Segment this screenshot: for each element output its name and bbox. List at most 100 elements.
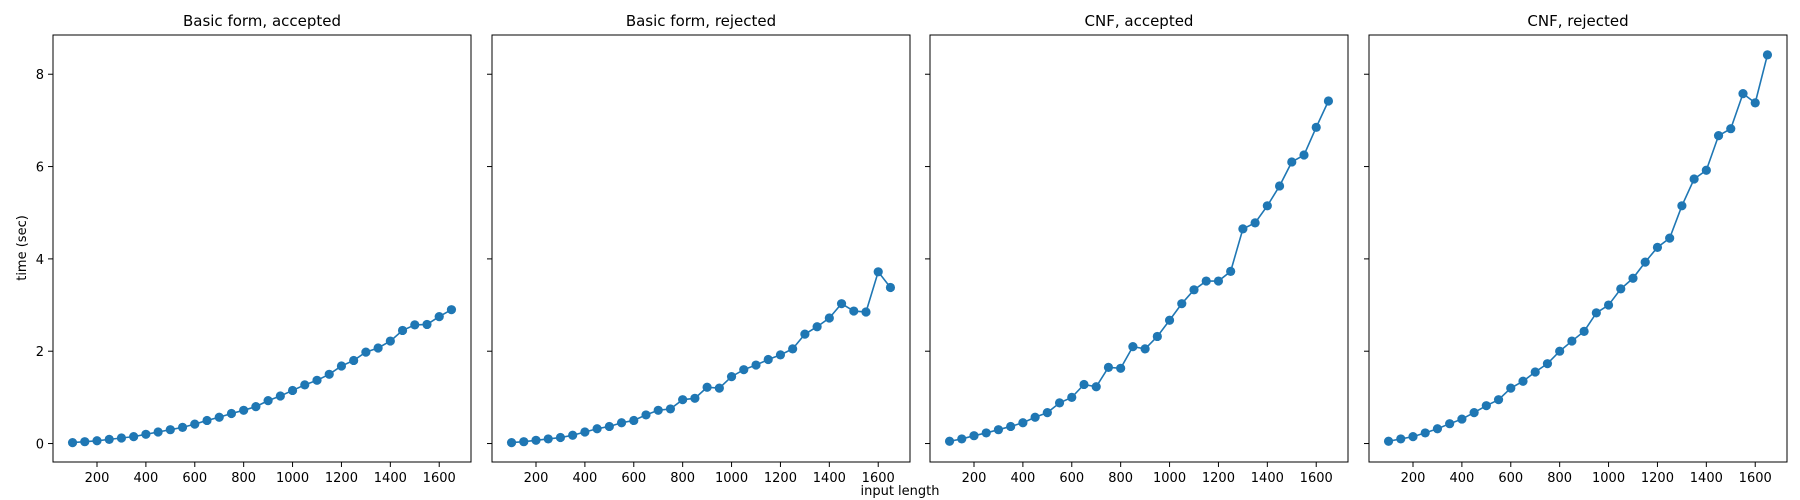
x-tick-label: 1200 (1202, 471, 1235, 486)
data-point (1689, 174, 1699, 184)
x-tick-label: 800 (670, 471, 695, 486)
data-point (981, 428, 991, 438)
x-tick-label: 1200 (764, 471, 797, 486)
series-line (511, 270, 892, 444)
data-point (1408, 432, 1418, 442)
data-point (275, 391, 285, 401)
data-point (824, 313, 834, 323)
x-tick-label: 1600 (1739, 471, 1772, 486)
data-point (1762, 50, 1773, 60)
data-point (312, 375, 322, 385)
data-point (214, 412, 224, 422)
data-point (702, 382, 712, 392)
data-point (1383, 436, 1394, 446)
data-point (116, 433, 127, 443)
data-point (67, 438, 78, 448)
data-point (1493, 395, 1504, 405)
data-point (1189, 285, 1199, 295)
x-tick-label: 1000 (1592, 471, 1625, 486)
chart-panel: CNF, accepted 200 400 600 800 1000 1200 1400 160… (925, 12, 1349, 486)
data-point (153, 427, 163, 437)
data-point (1226, 266, 1236, 276)
data-point (1726, 124, 1736, 134)
data-point (763, 354, 773, 365)
data-point (555, 432, 566, 443)
x-tick-label: 200 (1401, 471, 1426, 486)
data-point (1177, 299, 1187, 309)
data-point (324, 369, 334, 379)
x-tick-label: 400 (133, 471, 158, 486)
data-point (1274, 181, 1285, 191)
data-point (1665, 233, 1675, 243)
chart-panel: Basic form, rejected 200 400 600 800 1000 1200… (487, 12, 911, 486)
data-point (1323, 96, 1334, 106)
series-line (1388, 54, 1769, 443)
axes-frame (929, 34, 1349, 463)
axes-frame (1368, 34, 1788, 463)
data-point (1091, 382, 1101, 392)
x-tick-label: 600 (621, 471, 646, 486)
chart-panel: Basic form, accepted 200 400 600 800 1000 1200… (36, 12, 472, 486)
data-point (873, 267, 883, 277)
x-tick-label: 1000 (276, 471, 309, 486)
data-point (885, 282, 896, 293)
shared-ylabel: time (sec) (15, 215, 30, 281)
data-point (1128, 341, 1138, 352)
data-point (531, 435, 541, 445)
data-point (1567, 336, 1577, 346)
data-point (1262, 201, 1272, 211)
y-tick-label: 4 (36, 253, 44, 268)
data-point (1445, 419, 1455, 429)
chart-title: CNF, rejected (1527, 12, 1628, 30)
data-point (80, 437, 90, 447)
data-point (751, 360, 761, 370)
data-point (129, 432, 139, 442)
data-point (1140, 344, 1150, 354)
data-point (1738, 89, 1748, 99)
x-tick-label: 200 (85, 471, 110, 486)
chart-panel: CNF, rejected 200 400 600 800 1000 1200 1400 160… (1364, 12, 1788, 486)
data-point (543, 434, 553, 444)
data-point (812, 322, 822, 332)
data-point (1750, 98, 1760, 108)
axes-frame (491, 34, 911, 463)
data-point (190, 419, 200, 429)
x-tick-label: 1000 (1153, 471, 1186, 486)
data-point (861, 307, 871, 317)
data-point (1006, 421, 1016, 432)
data-point (653, 405, 663, 415)
data-point (678, 395, 688, 405)
data-point (604, 421, 614, 432)
axes-frame (52, 34, 472, 463)
data-point (1432, 424, 1443, 434)
data-point (944, 436, 955, 446)
data-point (1481, 401, 1491, 411)
data-point (226, 408, 237, 419)
data-point (165, 425, 175, 435)
data-point (714, 383, 724, 393)
x-tick-label: 600 (182, 471, 207, 486)
x-tick-label: 1000 (715, 471, 748, 486)
x-tick-label: 200 (524, 471, 549, 486)
data-point (1591, 308, 1601, 318)
chart-title: Basic form, accepted (183, 12, 341, 30)
data-point (1054, 398, 1065, 408)
data-point (385, 336, 395, 346)
x-tick-label: 800 (1108, 471, 1133, 486)
x-tick-label: 400 (1010, 471, 1035, 486)
data-point (349, 355, 359, 366)
data-point (1067, 392, 1077, 402)
data-point (506, 438, 517, 448)
x-tick-label: 1400 (1251, 471, 1284, 486)
data-point (1652, 242, 1663, 252)
data-point (568, 430, 578, 440)
data-point (1116, 363, 1126, 373)
data-point (1103, 362, 1114, 372)
data-point (1628, 273, 1638, 283)
data-point (1164, 315, 1175, 325)
data-point (580, 427, 590, 437)
data-point (251, 402, 261, 412)
data-point (141, 429, 151, 439)
data-point (1579, 326, 1589, 336)
data-point (1530, 367, 1540, 377)
